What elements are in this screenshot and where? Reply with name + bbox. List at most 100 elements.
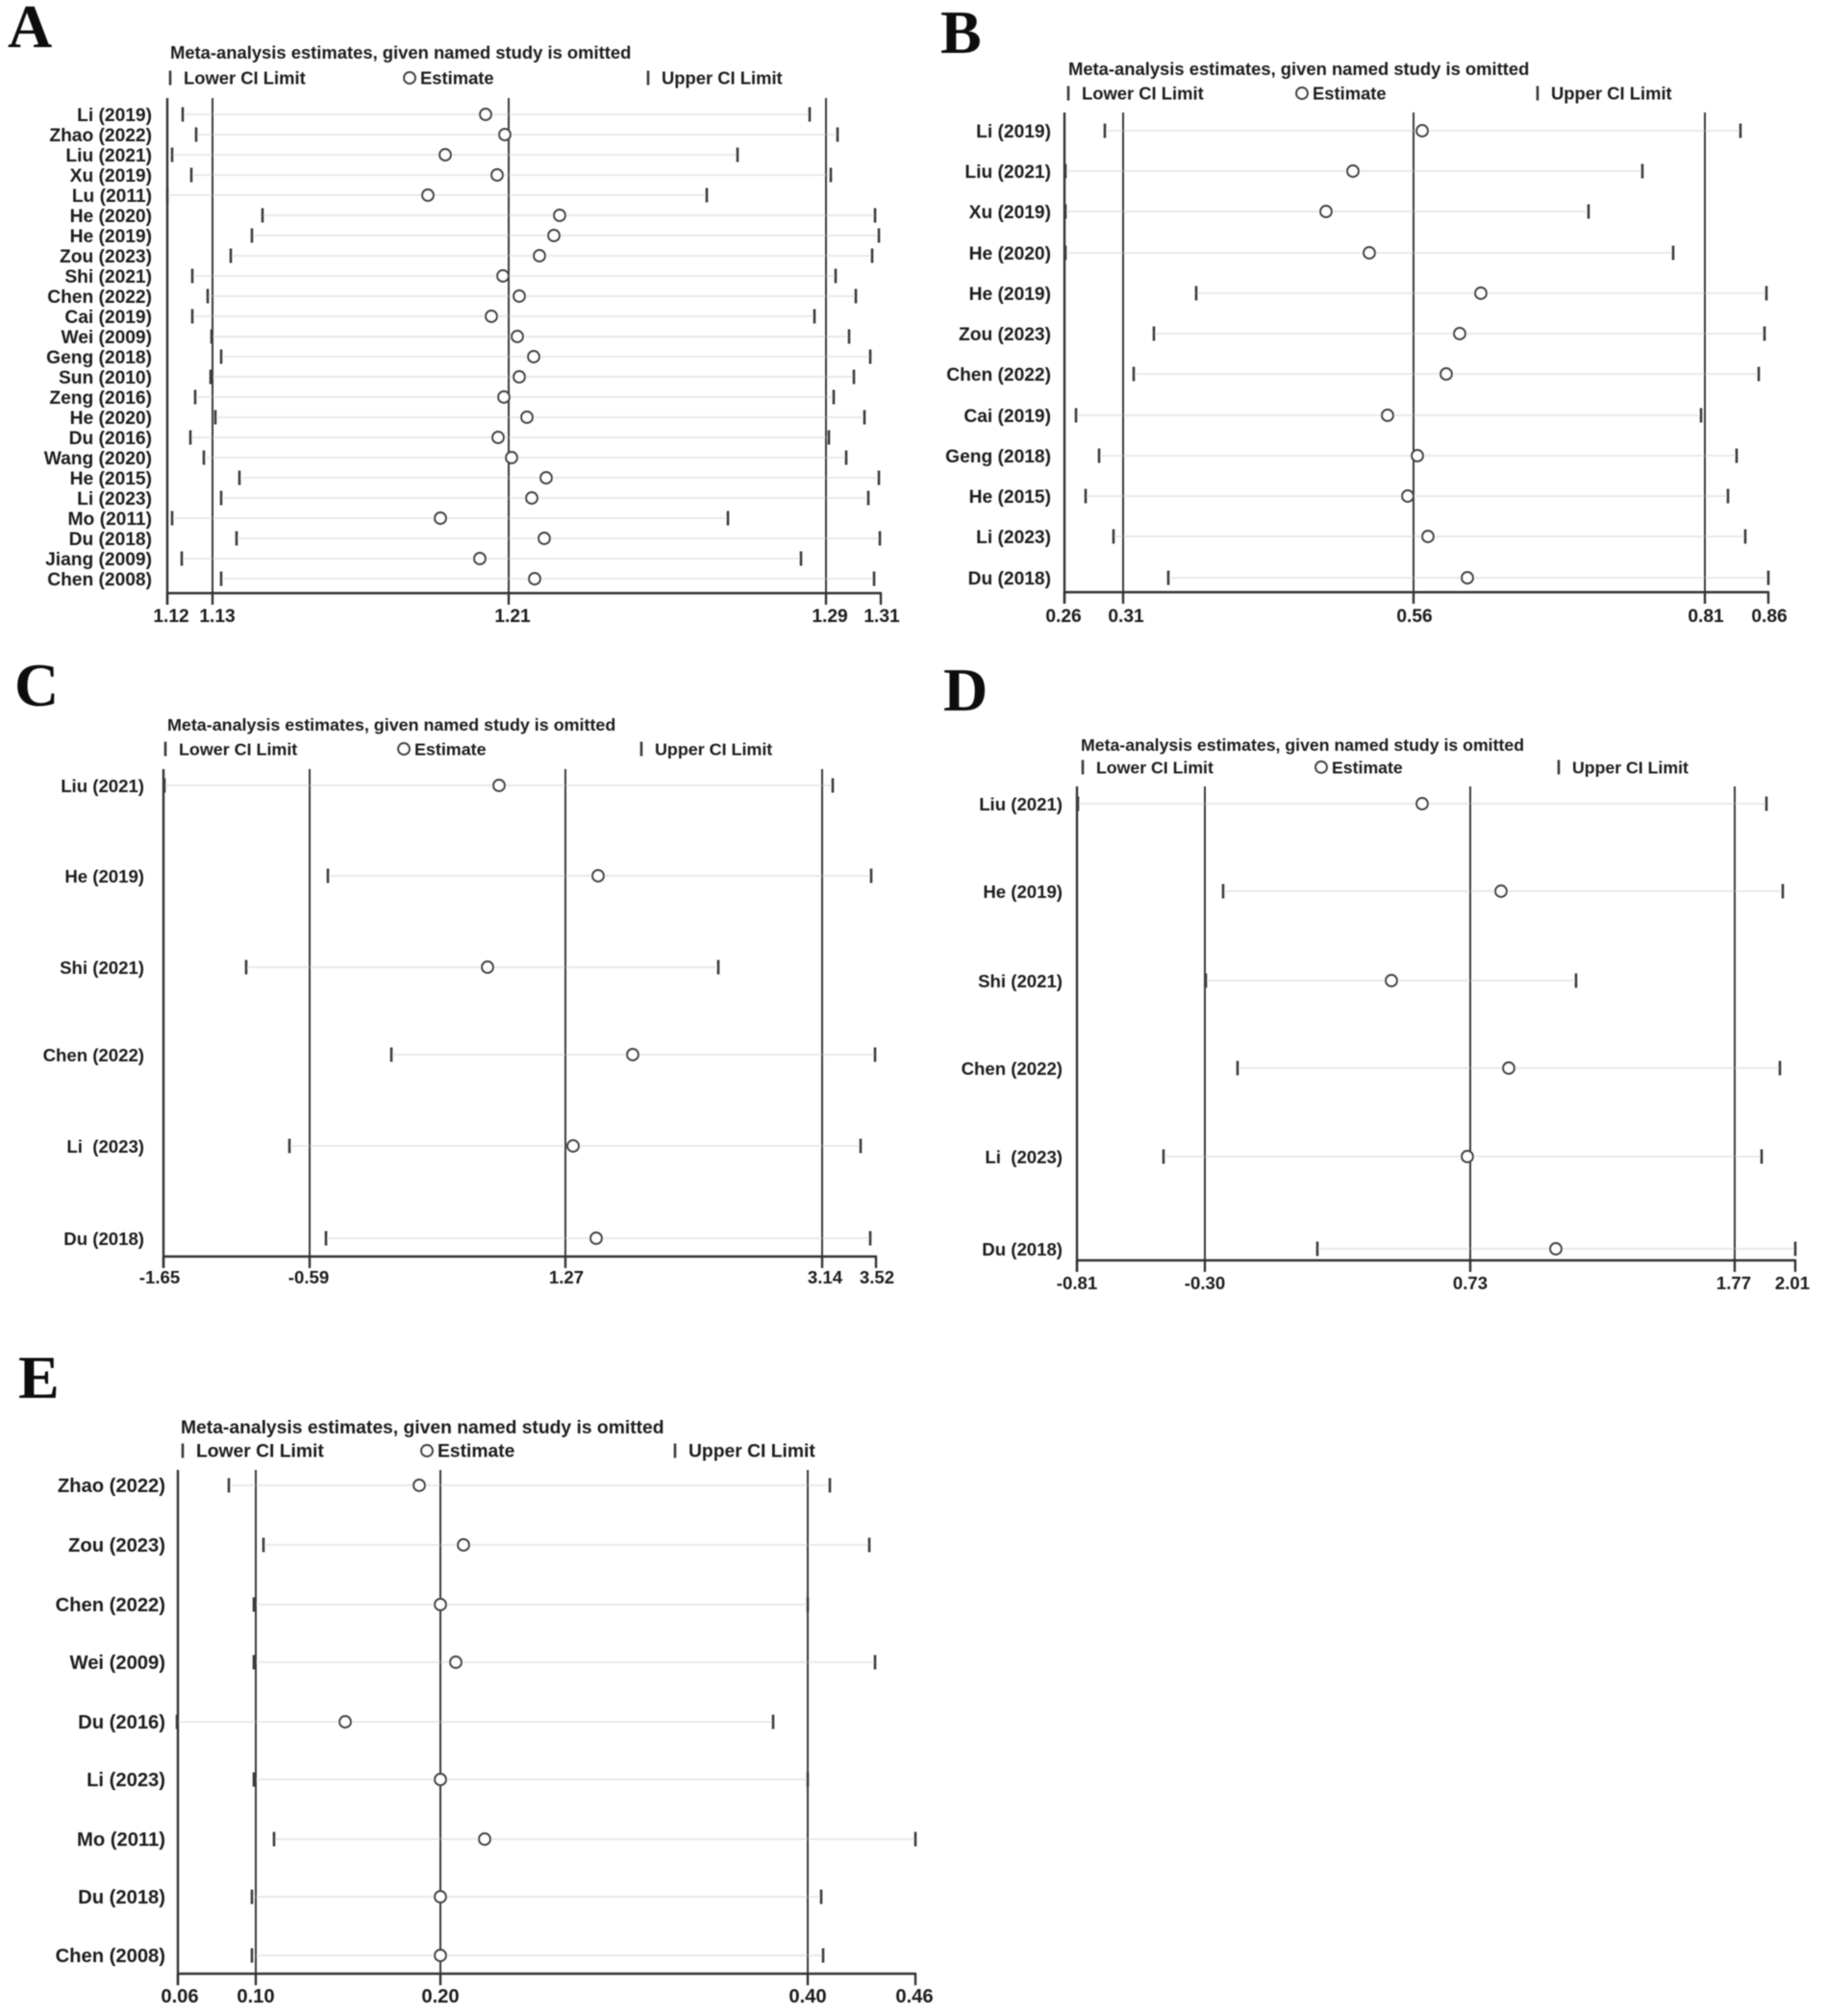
svg-text:Zou (2023): Zou (2023)	[959, 325, 1051, 345]
svg-text:1.21: 1.21	[494, 607, 531, 627]
svg-text:He (2020): He (2020)	[70, 409, 152, 429]
svg-text:0.81: 0.81	[1688, 607, 1724, 627]
svg-text:Chen (2022): Chen (2022)	[962, 1058, 1063, 1079]
svg-text:0.56: 0.56	[1396, 607, 1432, 627]
svg-text:Zhao (2022): Zhao (2022)	[58, 1476, 165, 1497]
svg-text:Estimate: Estimate	[1313, 84, 1387, 104]
svg-text:E: E	[18, 1343, 60, 1411]
svg-text:Chen (2008): Chen (2008)	[56, 1946, 165, 1967]
svg-text:Chen (2022): Chen (2022)	[946, 365, 1051, 386]
svg-text:Jiang (2009): Jiang (2009)	[45, 550, 152, 570]
svg-text:0.40: 0.40	[788, 1986, 826, 2007]
svg-text:1.27: 1.27	[549, 1267, 584, 1287]
svg-text:1.13: 1.13	[199, 607, 235, 627]
svg-text:Li (2023): Li (2023)	[985, 1147, 1063, 1167]
svg-text:Cai (2019): Cai (2019)	[964, 407, 1051, 427]
svg-text:Mo (2011): Mo (2011)	[68, 510, 152, 530]
svg-text:Xu (2019): Xu (2019)	[969, 203, 1051, 223]
svg-text:He (2019): He (2019)	[64, 866, 144, 886]
svg-text:Estimate: Estimate	[438, 1442, 515, 1462]
svg-text:0.46: 0.46	[895, 1986, 933, 2007]
svg-text:3.14: 3.14	[808, 1267, 843, 1287]
svg-text:0.31: 0.31	[1108, 607, 1144, 627]
svg-text:0.73: 0.73	[1453, 1273, 1488, 1293]
svg-text:Du (2018): Du (2018)	[968, 569, 1051, 589]
svg-text:Li (2023): Li (2023)	[77, 489, 152, 510]
svg-text:Meta-analysis estimates, given: Meta-analysis estimates, given named stu…	[167, 715, 615, 734]
svg-text:Sun (2010): Sun (2010)	[59, 368, 152, 388]
svg-text:Mo (2011): Mo (2011)	[77, 1829, 165, 1851]
svg-text:Upper CI Limit: Upper CI Limit	[1572, 759, 1689, 778]
svg-text:Shi (2021): Shi (2021)	[64, 267, 152, 287]
svg-text:He (2020): He (2020)	[70, 207, 152, 227]
svg-text:Zou (2023): Zou (2023)	[60, 247, 152, 267]
svg-text:B: B	[940, 0, 982, 66]
svg-text:Lower CI Limit: Lower CI Limit	[196, 1442, 324, 1462]
svg-text:Li (2023): Li (2023)	[976, 528, 1051, 548]
svg-text:Du (2018): Du (2018)	[78, 1887, 165, 1908]
svg-text:0.10: 0.10	[237, 1986, 274, 2007]
svg-text:Wei (2009): Wei (2009)	[70, 1653, 166, 1674]
svg-text:Meta-analysis estimates, given: Meta-analysis estimates, given named stu…	[181, 1418, 664, 1438]
svg-text:3.52: 3.52	[860, 1267, 894, 1287]
svg-text:A: A	[8, 0, 52, 61]
svg-text:1.31: 1.31	[863, 607, 900, 627]
svg-text:Xu (2019): Xu (2019)	[70, 166, 152, 187]
svg-text:Upper CI Limit: Upper CI Limit	[688, 1442, 815, 1462]
svg-text:2.01: 2.01	[1775, 1273, 1810, 1293]
svg-text:Du (2018): Du (2018)	[63, 1229, 144, 1249]
svg-text:Chen (2022): Chen (2022)	[56, 1595, 165, 1616]
svg-text:Du (2016): Du (2016)	[78, 1712, 165, 1733]
svg-text:0.20: 0.20	[421, 1986, 459, 2007]
svg-text:Upper CI Limit: Upper CI Limit	[662, 68, 783, 88]
svg-text:0.06: 0.06	[161, 1986, 198, 2007]
svg-text:Liu (2021): Liu (2021)	[65, 146, 152, 166]
svg-text:Zou (2023): Zou (2023)	[68, 1535, 165, 1556]
svg-text:Li (2023): Li (2023)	[66, 1136, 144, 1157]
svg-text:He (2019): He (2019)	[969, 285, 1051, 305]
svg-text:Lower CI Limit: Lower CI Limit	[1096, 759, 1214, 778]
svg-text:C: C	[14, 651, 59, 719]
svg-text:Geng (2018): Geng (2018)	[46, 348, 152, 368]
svg-text:Wang (2020): Wang (2020)	[44, 449, 152, 469]
svg-text:Meta-analysis estimates, given: Meta-analysis estimates, given named stu…	[1068, 59, 1529, 79]
svg-text:-0.59: -0.59	[288, 1267, 329, 1287]
svg-text:Meta-analysis estimates, given: Meta-analysis estimates, given named stu…	[170, 42, 631, 62]
svg-text:Du (2016): Du (2016)	[69, 429, 152, 449]
svg-text:Estimate: Estimate	[1332, 759, 1403, 778]
svg-text:Wei (2009): Wei (2009)	[61, 328, 152, 348]
svg-text:Geng (2018): Geng (2018)	[945, 447, 1051, 467]
svg-text:Du (2018): Du (2018)	[69, 530, 152, 550]
svg-text:0.86: 0.86	[1751, 607, 1787, 627]
svg-text:Du (2018): Du (2018)	[982, 1239, 1063, 1259]
svg-text:Lower CI Limit: Lower CI Limit	[179, 740, 297, 759]
svg-text:Meta-analysis estimates, given: Meta-analysis estimates, given named stu…	[1081, 735, 1524, 755]
svg-text:-1.65: -1.65	[139, 1267, 180, 1287]
svg-text:Li (2019): Li (2019)	[976, 122, 1051, 142]
svg-text:-0.30: -0.30	[1185, 1273, 1225, 1293]
svg-text:Estimate: Estimate	[414, 740, 487, 759]
svg-text:Shi (2021): Shi (2021)	[978, 971, 1063, 991]
svg-text:-0.81: -0.81	[1057, 1273, 1097, 1293]
svg-text:1.12: 1.12	[153, 607, 188, 627]
svg-text:He (2019): He (2019)	[983, 882, 1063, 902]
svg-text:He (2015): He (2015)	[70, 469, 152, 489]
svg-text:Upper CI Limit: Upper CI Limit	[655, 740, 772, 759]
svg-text:Cai (2019): Cai (2019)	[64, 308, 152, 328]
svg-text:Liu (2021): Liu (2021)	[979, 794, 1063, 814]
svg-text:Li (2019): Li (2019)	[77, 106, 152, 126]
svg-text:Zhao (2022): Zhao (2022)	[49, 126, 152, 146]
svg-text:Chen (2008): Chen (2008)	[47, 570, 152, 590]
svg-text:He (2019): He (2019)	[70, 227, 152, 247]
svg-text:He (2015): He (2015)	[969, 487, 1051, 508]
svg-text:Chen (2022): Chen (2022)	[47, 287, 152, 308]
svg-text:Lower CI Limit: Lower CI Limit	[184, 68, 306, 88]
svg-text:1.29: 1.29	[812, 607, 847, 627]
svg-text:Liu (2021): Liu (2021)	[61, 776, 144, 796]
svg-text:0.26: 0.26	[1045, 607, 1081, 627]
svg-text:Zeng (2016): Zeng (2016)	[49, 388, 152, 409]
svg-text:Lu (2011): Lu (2011)	[72, 187, 152, 207]
svg-text:Shi (2021): Shi (2021)	[60, 958, 144, 978]
svg-text:Li (2023): Li (2023)	[87, 1770, 165, 1791]
svg-text:Chen (2022): Chen (2022)	[43, 1045, 144, 1065]
